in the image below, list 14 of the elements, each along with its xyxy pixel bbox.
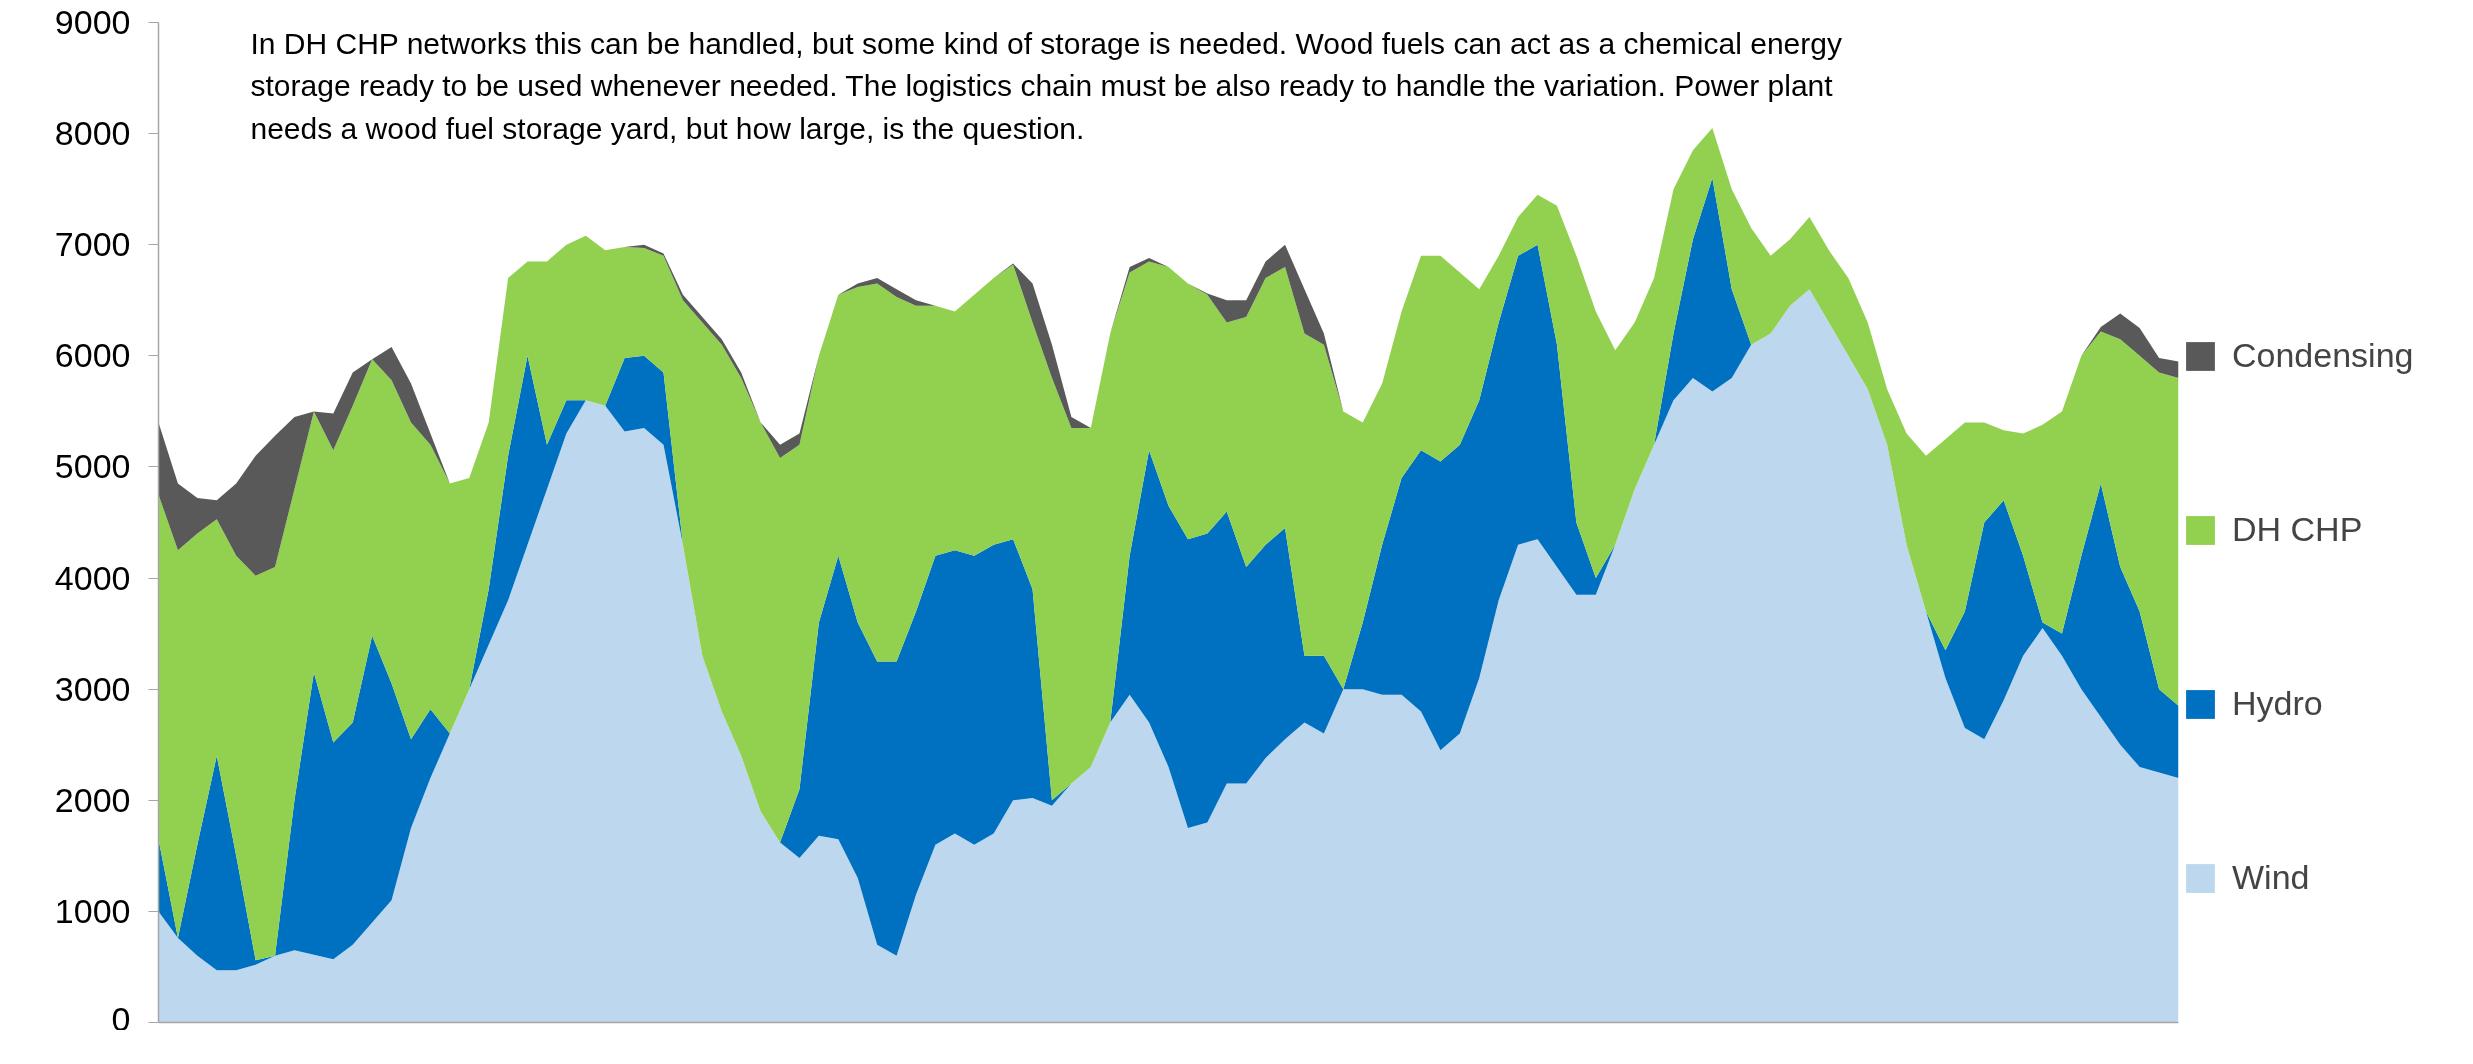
legend-label: Condensing: [2232, 336, 2414, 375]
y-tick-label: 2000: [54, 780, 131, 819]
y-tick-label: 1000: [54, 891, 131, 930]
y-tick-label: 4000: [54, 558, 131, 597]
legend-label: DH CHP: [2232, 510, 2363, 549]
y-tick-label: 5000: [54, 447, 131, 486]
y-tick-label: 6000: [54, 336, 131, 375]
y-tick-label: 3000: [54, 669, 131, 708]
y-tick-label: 7000: [54, 225, 131, 264]
annotation: In DH CHP networks this can be handled, but some kind of storage is needed. Wood fuels can act as a chemical energy storage ready to be used whenever needed. The logistics chain must be also ready to handle the variation. Power plant needs a wood fuel storage yard, but how large, is the question.: [250, 26, 1842, 146]
y-tick-label: 8000: [54, 114, 131, 153]
legend-label: Hydro: [2232, 684, 2323, 723]
legend-label: Wind: [2232, 858, 2310, 897]
y-tick-label: 9000: [54, 3, 131, 41]
